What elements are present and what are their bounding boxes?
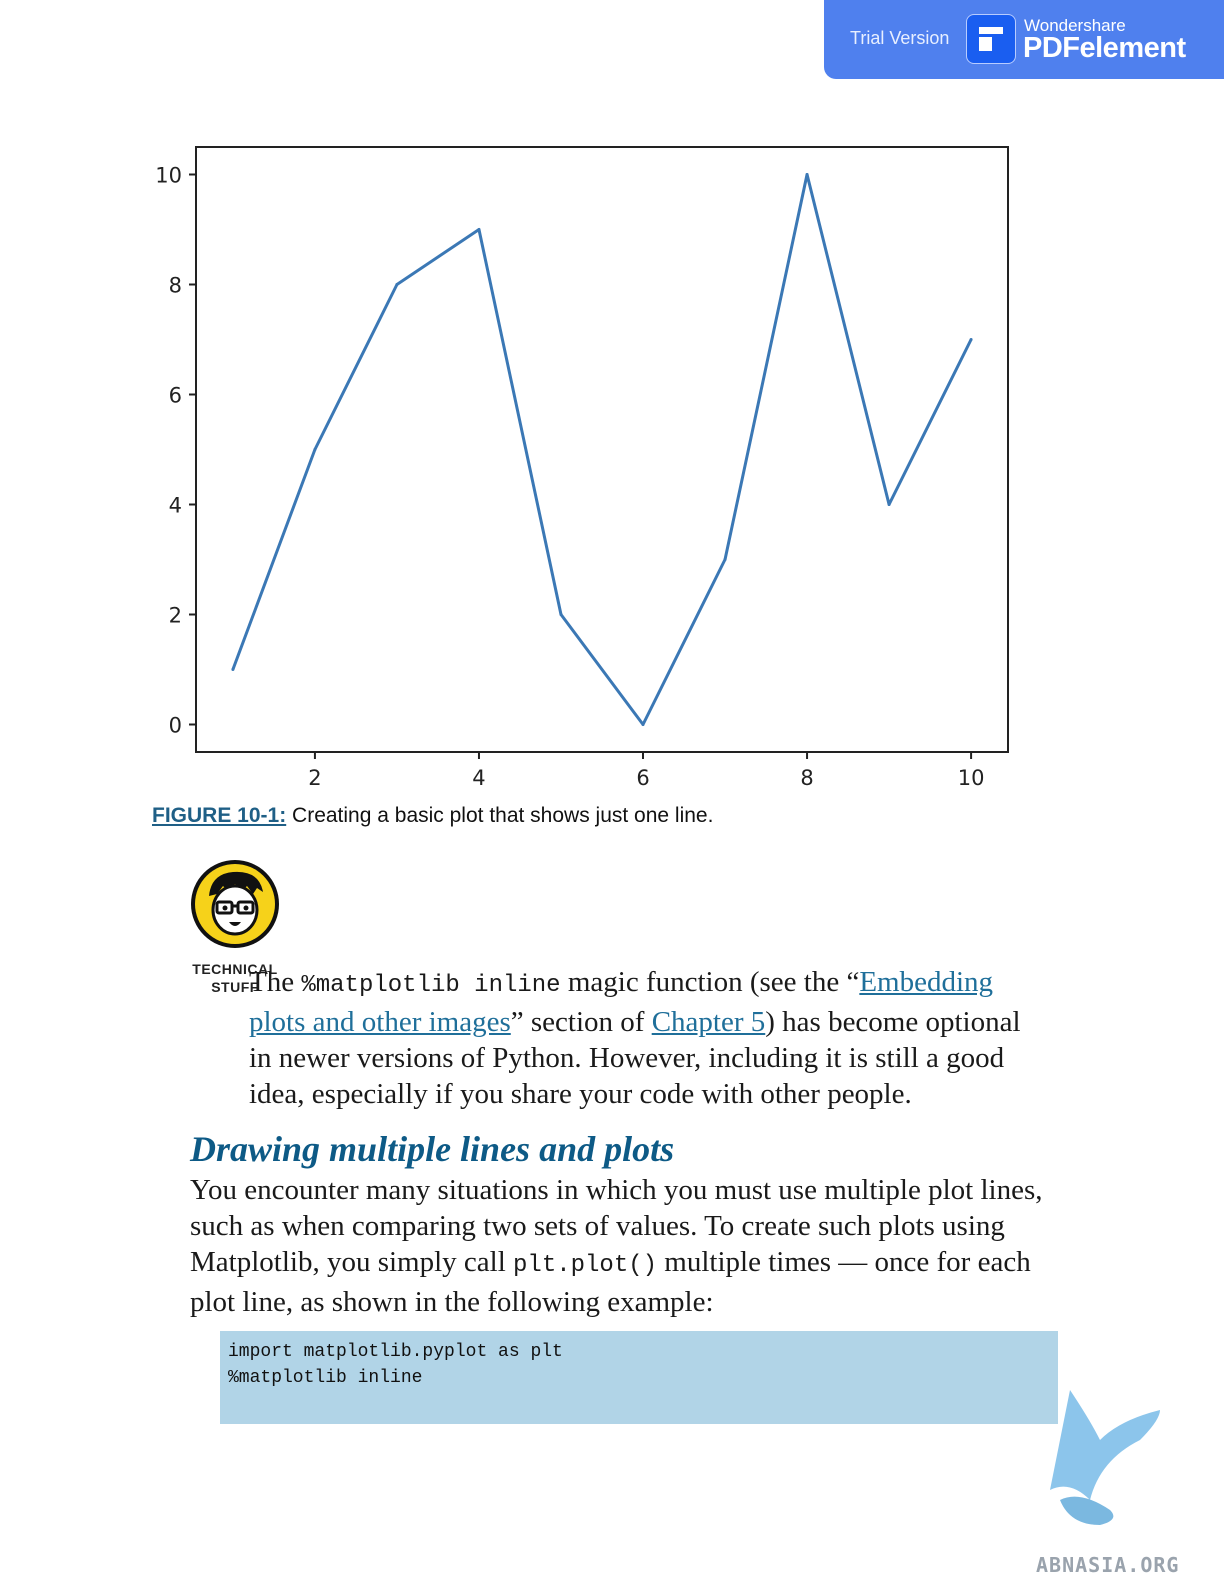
line-chart: 0 2 4 6 8 10 2 4 6 8 10	[155, 146, 1009, 790]
para-text-2: multiple times — once for each plot line…	[190, 1246, 1031, 1318]
technical-stuff-label: TECHNICAL STUFF	[189, 960, 281, 996]
code-line-2: %matplotlib inline	[228, 1368, 423, 1388]
code-block: import matplotlib.pyplot as plt %matplot…	[220, 1331, 1058, 1424]
series-group	[231, 173, 973, 726]
y-tick-label: 8	[169, 274, 182, 298]
y-tick-label: 6	[169, 384, 182, 408]
trial-badge[interactable]: Trial Version Wondershare PDFelement	[824, 0, 1224, 79]
data-point	[477, 228, 481, 231]
technical-label-line1: TECHNICAL	[192, 961, 278, 977]
trial-version-label: Trial Version	[850, 28, 950, 48]
tip-text-2: magic function (see the “	[560, 966, 860, 998]
data-point	[887, 503, 891, 506]
code-line-1: import matplotlib.pyplot as plt	[228, 1342, 563, 1362]
data-point	[805, 173, 809, 176]
data-point	[395, 283, 399, 286]
x-axis: 2 4 6 8 10	[308, 752, 984, 790]
caption-text: Creating a basic plot that shows just on…	[286, 804, 714, 827]
pdfelement-logo-icon	[966, 14, 1016, 64]
y-tick-label: 2	[169, 604, 182, 628]
x-tick-label: 2	[308, 766, 321, 790]
technical-stuff-icon	[191, 860, 279, 948]
tip-text-1: The	[249, 966, 302, 998]
tip-text-3: ” section of	[510, 1006, 652, 1038]
y-axis: 0 2 4 6 8 10	[155, 164, 196, 738]
body-paragraph: You encounter many situations in which y…	[190, 1172, 1070, 1320]
tip-text-4: ) has become optional in newer versions …	[249, 1006, 1021, 1110]
tip-code: %matplotlib inline	[301, 972, 561, 999]
data-point	[559, 613, 563, 616]
data-point	[723, 558, 727, 561]
y-tick-label: 0	[169, 714, 182, 738]
technical-label-line2: STUFF	[211, 979, 259, 995]
plot-frame	[195, 146, 1009, 753]
section-heading: Drawing multiple lines and plots	[190, 1129, 675, 1169]
embedding-link[interactable]: Embedding plots and other images	[249, 966, 994, 1038]
data-point	[231, 668, 235, 671]
para-code: plt.plot()	[513, 1252, 658, 1279]
tip-text: The %matplotlib inline magic function (s…	[249, 966, 1021, 1110]
y-tick-label: 10	[155, 164, 182, 188]
data-point	[969, 338, 973, 341]
griffin-watermark-icon	[1050, 1390, 1160, 1525]
y-tick-label: 4	[169, 494, 182, 518]
x-tick-label: 10	[958, 766, 985, 790]
series-line-0	[231, 173, 973, 726]
data-point	[641, 723, 645, 726]
figure-label-link[interactable]: FIGURE 10-1:	[152, 804, 287, 827]
x-tick-label: 4	[472, 766, 485, 790]
x-tick-label: 8	[800, 766, 813, 790]
brand-name: Wondershare	[1024, 16, 1126, 35]
x-tick-label: 6	[636, 766, 649, 790]
para-text-1: You encounter many situations in which y…	[190, 1174, 1043, 1278]
data-point	[313, 448, 317, 451]
product-name: PDFelement	[1023, 32, 1186, 64]
technical-tip: The %matplotlib inline magic function (s…	[249, 964, 1049, 1112]
chapter-link[interactable]: Chapter 5	[651, 1006, 766, 1038]
watermark-text: ABNASIA.ORG	[1036, 1553, 1180, 1577]
figure-caption: FIGURE 10-1: Creating a basic plot that …	[152, 804, 713, 828]
